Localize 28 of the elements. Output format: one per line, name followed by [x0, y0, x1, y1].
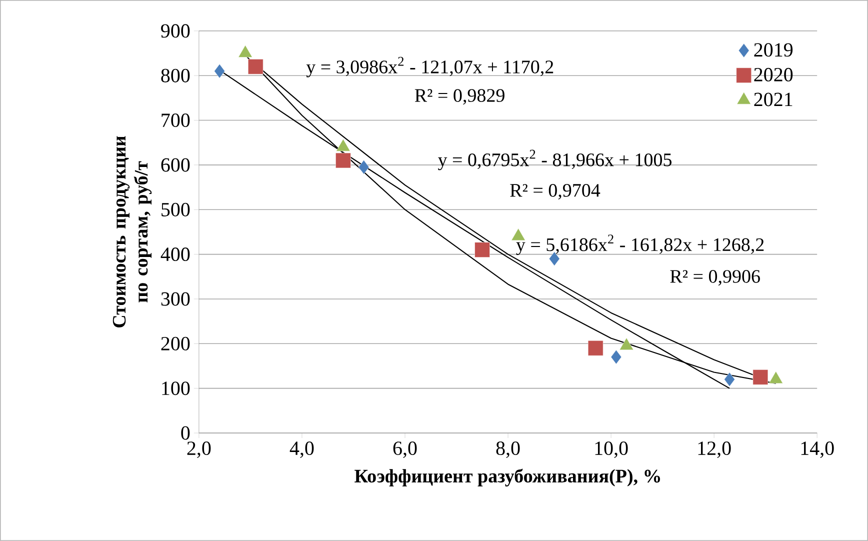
x-axis-title: Коэффициент разубоживания(P), %	[354, 468, 660, 486]
y-tick-label: 100	[162, 382, 190, 396]
y-tick-label: 500	[162, 202, 190, 216]
x-tick-label: 8,0	[496, 442, 520, 458]
y-tick-label: 0	[181, 426, 190, 440]
x-tick-label: 12,0	[698, 442, 731, 458]
x-tick-label: 10,0	[595, 442, 628, 458]
x-tick-label: 6,0	[393, 442, 417, 458]
legend-label: 2020	[754, 68, 793, 82]
annotation: R² = 0,9704	[510, 184, 600, 200]
y-tick-label: 900	[161, 24, 190, 38]
annotation: y = 0,6795x$^{2}$ - 81,966x + 1005	[438, 150, 672, 170]
y-tick-label: 200	[161, 336, 190, 350]
annotation: y = 3,0986x$^{2}$ - 121,07x + 1170,2	[306, 56, 554, 78]
y-tick-label: 300	[161, 292, 190, 306]
x-tick-label: 4,0	[290, 442, 314, 458]
y-axis-title: Стоимость продукции по сортам, руб/т	[112, 136, 152, 328]
legend-label: 2019	[754, 43, 793, 57]
y-tick-label: 600	[161, 158, 190, 172]
annotation: R² = 0,9906	[670, 270, 760, 286]
y-tick-label: 700	[162, 114, 190, 128]
legend-label: 2021	[754, 92, 792, 106]
x-tick-label: 2,0	[187, 442, 211, 458]
x-tick-label: 14,0	[801, 442, 834, 458]
annotation: y = 5,6186x$^{2}$ - 161,82x + 1268,2	[516, 234, 764, 256]
y-tick-label: 800	[161, 68, 190, 82]
y-tick-label: 400	[160, 248, 190, 262]
annotation: R² = 0,9829	[414, 89, 504, 105]
